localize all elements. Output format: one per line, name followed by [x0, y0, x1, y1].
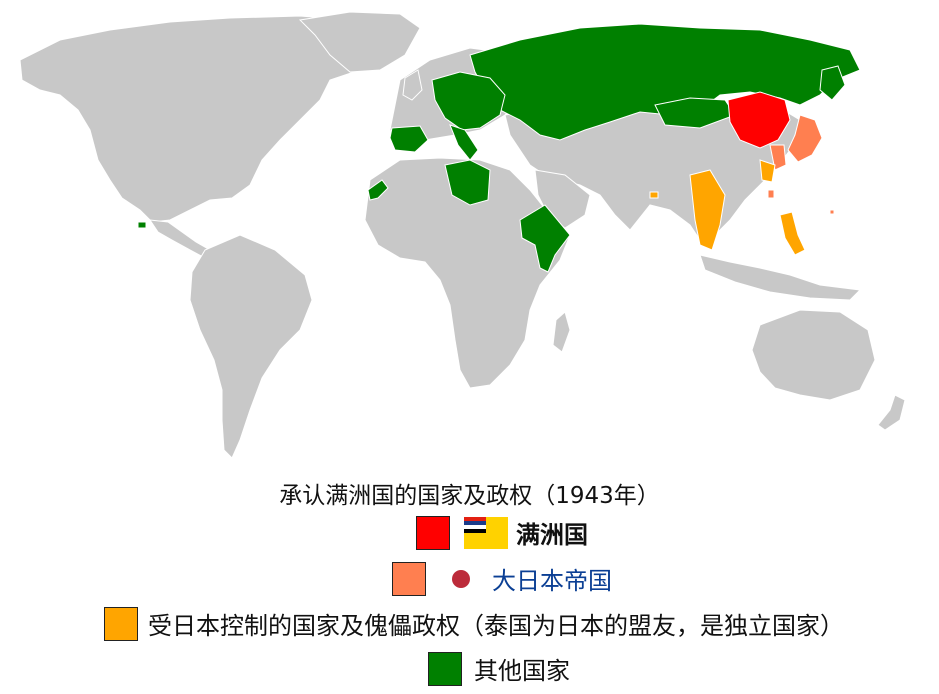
japan-empire-region: [767, 114, 835, 215]
italy: [449, 124, 479, 161]
australia: [751, 309, 876, 401]
world-map: [19, 11, 906, 459]
controlled-swatch: [104, 606, 138, 641]
korea: [769, 144, 787, 171]
legend-label-manchukuo: 满洲国: [516, 521, 588, 549]
legend-label-controlled: 受日本控制的国家及傀儡政权（泰国为日本的盟友，是独立国家）: [148, 612, 844, 640]
legend-title: 承认满洲国的国家及政权（1943年）: [279, 483, 660, 509]
axis-europe: [431, 71, 506, 131]
legend-row-japan: 大日本帝国: [392, 561, 612, 596]
japan-swatch: [392, 561, 426, 596]
others-swatch: [428, 651, 462, 686]
legend-label-japan[interactable]: 大日本帝国: [492, 567, 612, 595]
spanish-sahara: [367, 179, 389, 201]
soviet-union: [469, 23, 861, 141]
british-isles: [402, 69, 423, 101]
italian-east-africa: [519, 204, 571, 273]
japan-controlled-region: [649, 159, 806, 256]
legend-row-others: 其他国家: [428, 651, 570, 686]
wang-jingwei-china: [759, 159, 776, 183]
spain: [389, 125, 429, 153]
greenland: [298, 11, 421, 73]
legend-row-controlled: 受日本控制的国家及傀儡政权（泰国为日本的盟友，是独立国家）: [104, 606, 844, 641]
philippines: [779, 211, 806, 256]
indonesia: [699, 254, 862, 301]
madagascar: [552, 311, 571, 353]
manchukuo-swatch: [416, 515, 450, 550]
azad-hind: [649, 191, 659, 199]
japan-flag-dot-icon: [452, 569, 470, 588]
kamchatka: [819, 65, 846, 101]
legend-label-others: 其他国家: [474, 657, 570, 685]
libya: [444, 159, 491, 206]
new-zealand: [877, 394, 906, 431]
north-america: [19, 15, 386, 223]
central-america: [148, 219, 211, 259]
manchukuo-region: [727, 91, 791, 149]
recognizing-countries: [137, 23, 861, 273]
thailand-burma: [689, 169, 726, 251]
japan-islands: [787, 114, 823, 163]
africa: [364, 157, 571, 389]
pacific-mandate: [829, 209, 835, 215]
taiwan: [767, 189, 775, 199]
land-masses: [19, 11, 906, 459]
manchukuo-flag-icon: [464, 516, 508, 549]
south-america: [189, 234, 313, 459]
legend-row-manchukuo: 满洲国: [416, 515, 588, 550]
el-salvador: [137, 221, 147, 229]
